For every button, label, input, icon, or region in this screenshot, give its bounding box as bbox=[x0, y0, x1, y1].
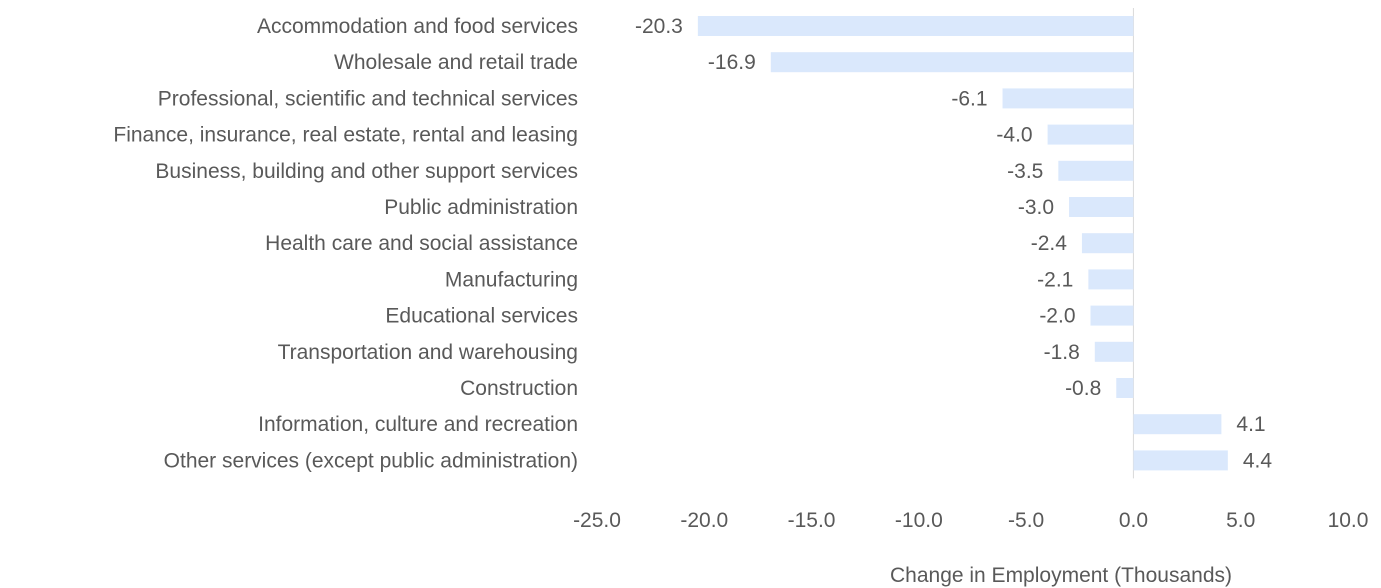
value-label: -1.8 bbox=[1044, 341, 1080, 364]
value-label: -20.3 bbox=[635, 15, 683, 38]
bars-group bbox=[697, 16, 1228, 471]
bar bbox=[1094, 341, 1134, 362]
x-tick-label: -25.0 bbox=[573, 509, 621, 532]
category-labels-group: Accommodation and food services Wholesale… bbox=[113, 15, 578, 472]
x-tick-label: 10.0 bbox=[1328, 509, 1369, 532]
category-label: Construction bbox=[460, 377, 578, 400]
bar bbox=[1090, 305, 1134, 326]
value-label: -6.1 bbox=[951, 87, 987, 110]
bar bbox=[1047, 124, 1134, 145]
value-label: -2.0 bbox=[1039, 305, 1075, 328]
category-label: Educational services bbox=[385, 305, 578, 328]
x-axis-title: Change in Employment (Thousands) bbox=[890, 564, 1232, 587]
bar bbox=[1088, 269, 1134, 290]
x-tick-label: 5.0 bbox=[1226, 509, 1255, 532]
category-label: Public administration bbox=[384, 196, 578, 219]
value-label: -3.5 bbox=[1007, 160, 1043, 183]
value-label: -16.9 bbox=[708, 51, 756, 74]
category-label: Business, building and other support ser… bbox=[155, 160, 578, 183]
x-tick-label: -5.0 bbox=[1008, 509, 1044, 532]
bar bbox=[1058, 160, 1134, 181]
x-tick-label: -15.0 bbox=[788, 509, 836, 532]
bar bbox=[770, 52, 1134, 73]
category-label: Accommodation and food services bbox=[257, 15, 578, 38]
value-label: -2.4 bbox=[1031, 232, 1068, 255]
x-tick-label: -10.0 bbox=[895, 509, 943, 532]
value-label: -4.0 bbox=[996, 124, 1032, 147]
value-label: 4.1 bbox=[1236, 413, 1265, 436]
bar bbox=[1081, 233, 1134, 254]
bar bbox=[1002, 88, 1134, 109]
category-label: Wholesale and retail trade bbox=[334, 51, 578, 74]
bar bbox=[1069, 197, 1134, 217]
x-tick-labels-group: -25.0 -20.0 -15.0 -10.0 -5.0 0.0 5.0 10.0 bbox=[573, 509, 1368, 532]
category-label: Finance, insurance, real estate, rental … bbox=[113, 124, 578, 147]
x-tick-label: -20.0 bbox=[680, 509, 728, 532]
bar bbox=[697, 16, 1134, 36]
category-label: Other services (except public administra… bbox=[164, 449, 578, 472]
bar bbox=[1133, 414, 1222, 435]
value-label: -0.8 bbox=[1065, 377, 1101, 400]
value-label: -2.1 bbox=[1037, 268, 1073, 291]
category-label: Professional, scientific and technical s… bbox=[158, 87, 578, 110]
category-label: Manufacturing bbox=[445, 268, 578, 291]
category-label: Health care and social assistance bbox=[265, 232, 578, 255]
category-label: Information, culture and recreation bbox=[258, 413, 578, 436]
bar bbox=[1116, 378, 1134, 398]
value-label: -3.0 bbox=[1018, 196, 1054, 219]
category-label: Transportation and warehousing bbox=[278, 341, 578, 364]
value-labels-group: -20.3 -16.9 -6.1 -4.0 -3.5 -3.0 -2.4 -2.1 -2.0 -1… bbox=[635, 15, 1272, 472]
x-tick-label: 0.0 bbox=[1119, 509, 1148, 532]
bar bbox=[1133, 450, 1228, 471]
value-label: 4.4 bbox=[1243, 449, 1273, 472]
